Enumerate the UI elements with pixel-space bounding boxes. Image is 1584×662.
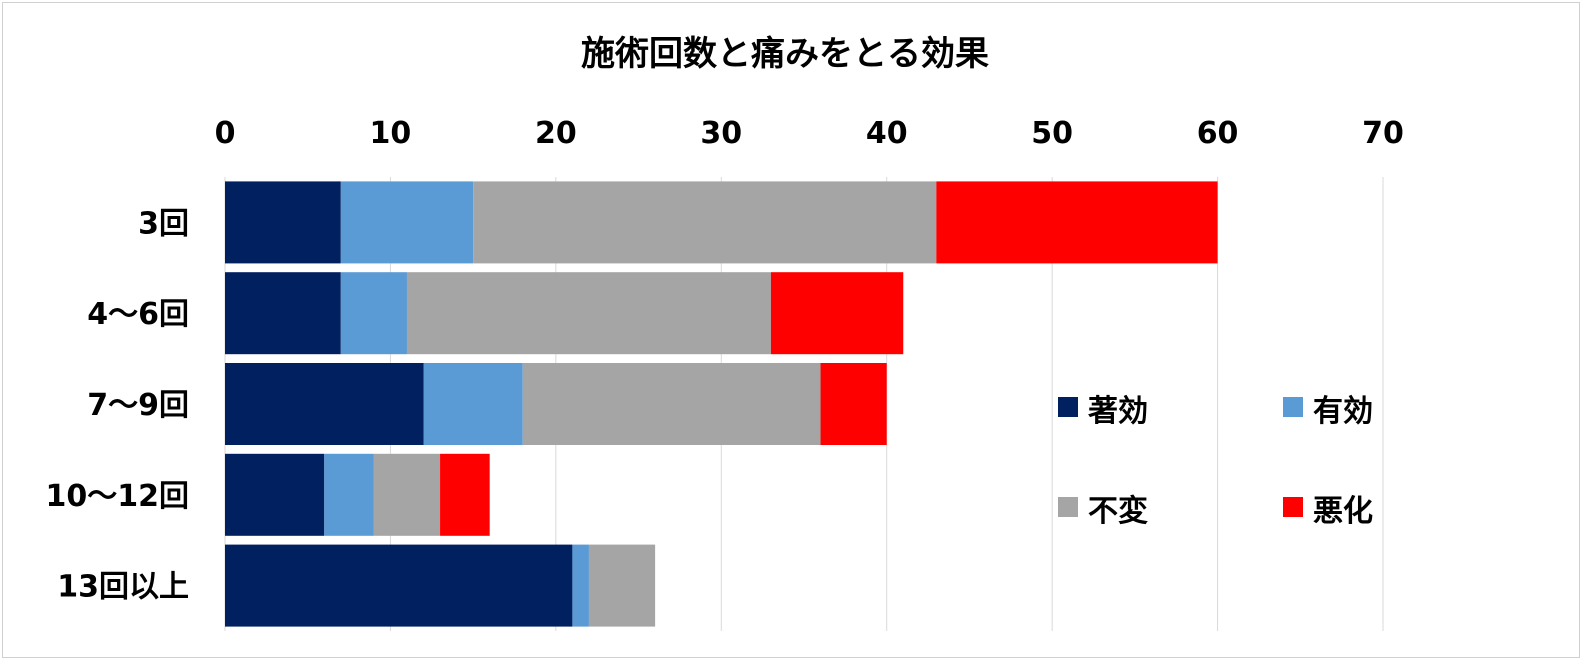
x-tick-label: 20 xyxy=(535,116,577,151)
x-tick-label: 50 xyxy=(1031,116,1073,151)
bar-segment xyxy=(225,544,573,627)
bar-segment xyxy=(340,181,474,264)
stacked-bar-chart: 施術回数と痛みをとる効果 0 10 20 30 40 50 60 70 3回 4〜6回 7〜9回 1… xyxy=(46,34,1404,631)
bar-segment xyxy=(423,363,523,445)
category-label: 13回以上 xyxy=(57,570,189,605)
bars xyxy=(225,181,1218,627)
x-tick-label: 70 xyxy=(1362,116,1404,151)
legend-label: 不変 xyxy=(1088,494,1148,529)
bar-segment xyxy=(225,363,424,445)
bar-segment xyxy=(225,453,325,536)
bar-segment xyxy=(225,272,341,355)
bar-segment xyxy=(473,181,937,264)
bar-segment xyxy=(522,363,821,445)
x-tick-label: 30 xyxy=(700,116,742,151)
bar-segment xyxy=(936,181,1218,264)
bar-segment xyxy=(406,272,771,355)
legend-swatch xyxy=(1058,497,1078,517)
legend-label: 有効 xyxy=(1313,394,1373,429)
x-axis-tick-labels: 0 10 20 30 40 50 60 70 xyxy=(215,116,1404,151)
category-label: 3回 xyxy=(138,206,189,241)
legend-swatch xyxy=(1283,397,1303,417)
bar-segment xyxy=(572,544,589,627)
category-label: 10〜12回 xyxy=(46,479,190,514)
bar-segment xyxy=(340,272,407,355)
x-tick-label: 0 xyxy=(215,116,236,151)
legend-swatch xyxy=(1283,497,1303,517)
category-labels: 3回 4〜6回 7〜9回 10〜12回 13回以上 xyxy=(46,206,190,604)
category-label: 4〜6回 xyxy=(87,297,189,332)
x-tick-label: 40 xyxy=(866,116,908,151)
bar-segment xyxy=(440,453,490,536)
bar-segment xyxy=(324,453,374,536)
bar-segment xyxy=(373,453,441,536)
legend-label: 著効 xyxy=(1088,394,1148,429)
bar-segment xyxy=(225,181,341,264)
legend-label: 悪化 xyxy=(1313,494,1373,529)
category-label: 7〜9回 xyxy=(87,388,189,423)
x-tick-label: 10 xyxy=(370,116,412,151)
chart-title: 施術回数と痛みをとる効果 xyxy=(581,34,989,74)
bar-segment xyxy=(588,544,656,627)
legend-swatch xyxy=(1058,397,1078,417)
x-tick-label: 60 xyxy=(1197,116,1239,151)
bar-segment xyxy=(820,363,887,445)
bar-segment xyxy=(770,272,904,355)
